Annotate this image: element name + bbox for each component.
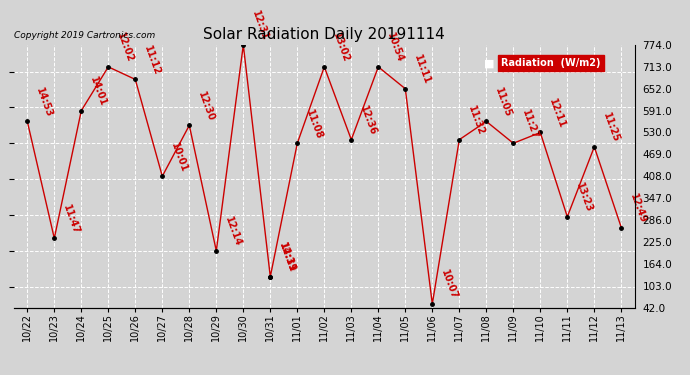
Text: 11:12: 11:12	[142, 44, 162, 76]
Text: 13:23: 13:23	[574, 182, 594, 214]
Text: 11:32: 11:32	[466, 104, 486, 137]
Text: 10:01: 10:01	[169, 141, 189, 174]
Text: 14:01: 14:01	[88, 75, 108, 108]
Text: 12:49: 12:49	[628, 192, 648, 225]
Text: 12:31: 12:31	[250, 10, 270, 42]
Text: 12:31: 12:31	[277, 242, 297, 274]
Text: 11:05: 11:05	[493, 86, 513, 118]
Text: ■: ■	[484, 58, 495, 68]
Text: 11:25: 11:25	[601, 111, 621, 144]
Text: 11:27: 11:27	[520, 108, 540, 141]
Text: 12:14: 12:14	[224, 216, 244, 248]
Text: 10:07: 10:07	[440, 268, 460, 301]
Text: 11:47: 11:47	[61, 203, 81, 236]
Title: Solar Radiation Daily 20191114: Solar Radiation Daily 20191114	[204, 27, 445, 42]
Text: Copyright 2019 Cartronics.com: Copyright 2019 Cartronics.com	[14, 31, 155, 40]
Text: 12:30: 12:30	[196, 90, 216, 123]
Text: 10:54: 10:54	[385, 32, 405, 64]
Text: 14:19: 14:19	[277, 242, 297, 274]
Text: 12:11: 12:11	[547, 97, 567, 130]
Text: 12:36: 12:36	[358, 104, 378, 137]
Text: 11:08: 11:08	[304, 108, 324, 141]
Text: 13:02: 13:02	[331, 32, 351, 64]
Text: 12:02: 12:02	[115, 32, 135, 64]
Text: Radiation  (W/m2): Radiation (W/m2)	[502, 58, 601, 68]
Text: 14:53: 14:53	[34, 86, 55, 118]
Text: 11:11: 11:11	[412, 53, 432, 86]
